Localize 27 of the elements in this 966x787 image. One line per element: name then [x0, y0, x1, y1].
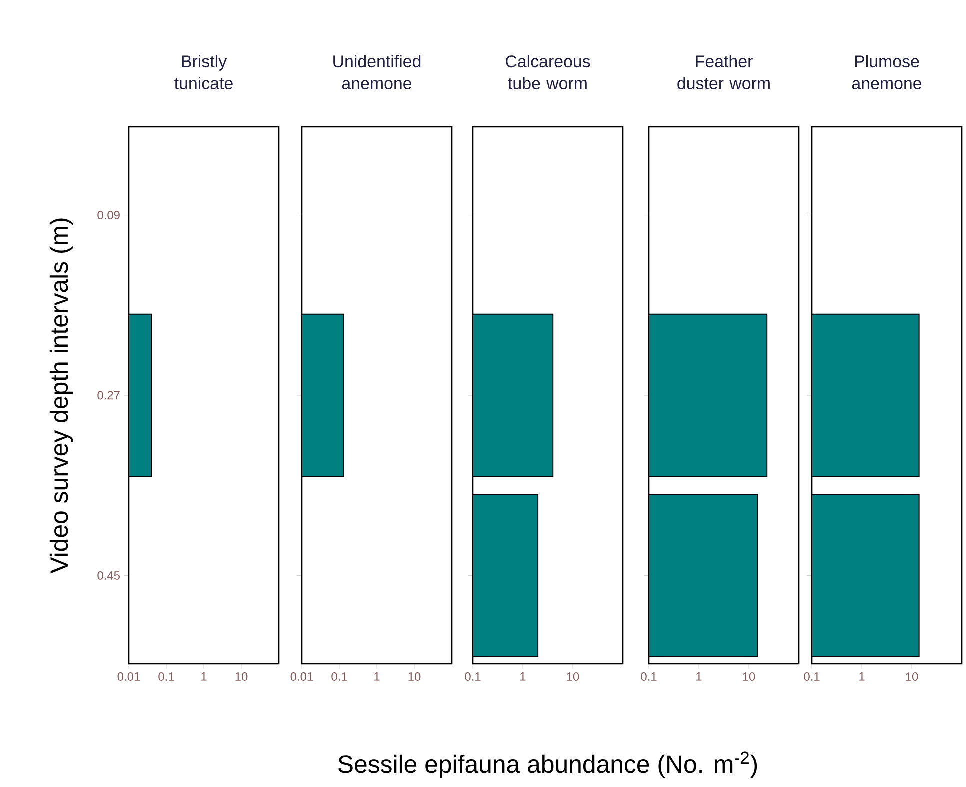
x-tick-label: 0.1 [804, 672, 820, 681]
x-tick-label: 10 [236, 672, 248, 681]
x-tick-label: 10 [408, 672, 421, 681]
x-tick-label: 10 [743, 672, 756, 681]
y-tick-label: 0.09 [98, 211, 120, 220]
x-tick-label: 10 [567, 672, 580, 681]
x-tick-label: 0.1 [158, 672, 174, 681]
x-tick-label: 0.01 [118, 672, 140, 681]
chart-title: Unidentified anemone [334, 55, 421, 90]
chart-title: Calcareous tube worm [506, 55, 590, 90]
x-tick-label: 0.1 [332, 672, 348, 681]
x-tick-label: 1 [374, 672, 380, 681]
y-axis-title: Video survey depth intervals (m) [50, 218, 74, 574]
x-axis-title: Sessile epifauna abundance (No. m$^{-2}$) [338, 752, 758, 778]
chart-title: Feather duster worm [678, 55, 770, 90]
x-tick-label: 1 [860, 672, 865, 681]
x-tick-label: 1 [696, 672, 702, 681]
x-tick-label: 1 [520, 672, 526, 681]
x-tick-label: 0.1 [465, 672, 481, 681]
x-tick-label: 10 [906, 672, 918, 681]
x-tick-label: 0.01 [290, 672, 314, 681]
y-tick-label: 0.27 [98, 391, 120, 400]
y-tick-label: 0.45 [98, 571, 120, 580]
x-tick-label: 0.1 [641, 672, 657, 681]
x-tick-label: 1 [202, 672, 207, 681]
chart-title: Plumose anemone [852, 55, 922, 90]
chart-title: Bristly tunicate [174, 55, 233, 90]
